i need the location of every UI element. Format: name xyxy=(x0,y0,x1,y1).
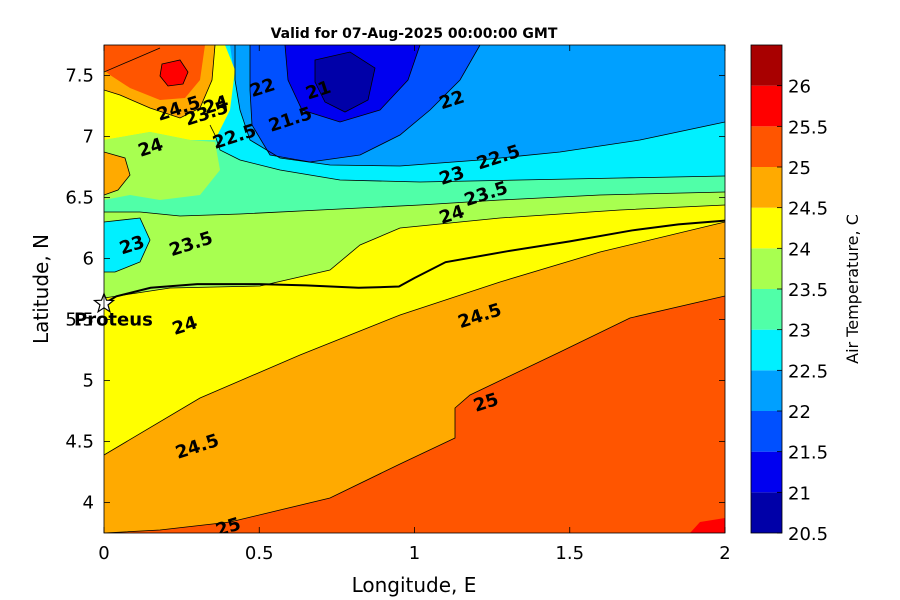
colorbar-band xyxy=(751,492,782,533)
colorbar-band xyxy=(751,329,782,371)
contour-line-west-lobe xyxy=(104,151,151,273)
colorbar-tick-label: 24.5 xyxy=(788,199,828,220)
colorbar-tick-label: 25 xyxy=(788,158,811,179)
y-axis-ticks: 4 4.5 5 5.5 6 6.5 7 7.5 xyxy=(65,66,725,514)
colorbar-tick-label: 24 xyxy=(788,239,811,260)
y-tick-label: 6.5 xyxy=(65,188,94,209)
band-22.5-23-west xyxy=(104,218,150,272)
x-axis-ticks: 0 0.5 1 1.5 2 xyxy=(98,45,731,564)
colorbar-band xyxy=(751,167,782,208)
band-23.5-24-north xyxy=(104,132,220,200)
colorbar-tick-label: 23 xyxy=(788,321,811,342)
contour-line-22.5 xyxy=(234,45,725,167)
y-tick-label: 7.5 xyxy=(65,66,94,87)
colorbar-band xyxy=(751,207,782,249)
colorbar-label: Air Temperature, C xyxy=(843,214,862,364)
colorbar-tick-label: 22 xyxy=(788,402,811,423)
x-axis-label: Longitude, E xyxy=(352,573,477,597)
y-tick-label: 6 xyxy=(83,249,94,270)
contour-line-24 xyxy=(104,204,725,299)
colorbar-ticks: 20.5 21 21.5 22 22.5 23 23.5 24 24.5 25 25.5 26 xyxy=(777,77,828,545)
colorbar-tick-label: 23.5 xyxy=(788,280,828,301)
band-25.5-26-south xyxy=(690,518,725,533)
colorbar-tick-label: 26 xyxy=(788,77,811,98)
colorbar-tick-label: 25.5 xyxy=(788,117,828,138)
y-tick-label: 5.5 xyxy=(65,310,94,331)
x-tick-label: 2 xyxy=(719,543,730,564)
colorbar-band xyxy=(751,289,782,330)
colorbar-tick-label: 21 xyxy=(788,483,811,504)
colorbar-band xyxy=(751,45,782,86)
band-25.5-26-north xyxy=(160,60,188,86)
chart-title: Valid for 07-Aug-2025 00:00:00 GMT xyxy=(271,26,558,42)
x-tick-label: 0 xyxy=(98,543,109,564)
marker-label: Proteus xyxy=(74,310,153,331)
band-24.5-25-west xyxy=(104,152,130,195)
y-tick-label: 7 xyxy=(83,127,94,148)
colorbar-band xyxy=(751,370,782,411)
x-tick-label: 1 xyxy=(409,543,420,564)
contour-line-24.5 xyxy=(104,221,725,456)
y-axis-label: Latitude, N xyxy=(29,234,53,344)
colorbar-tick-label: 22.5 xyxy=(788,361,828,382)
x-tick-label: 0.5 xyxy=(245,543,274,564)
colorbar-tick-label: 20.5 xyxy=(788,524,828,545)
colorbar-tick-label: 21.5 xyxy=(788,443,828,464)
contour-line-north-lobe xyxy=(104,45,216,119)
colorbar-band xyxy=(751,451,782,493)
y-tick-label: 4 xyxy=(83,493,94,514)
colorbar-band xyxy=(751,248,782,289)
contour-line-21 xyxy=(314,51,376,113)
plot-area: 2524.52524.52423.5232423.52322.522242221… xyxy=(104,45,725,542)
band-20.5-21 xyxy=(315,52,375,112)
band-25-25.5-north xyxy=(104,45,205,100)
contour-line-25 xyxy=(104,295,725,533)
contour-line-23 xyxy=(209,124,725,183)
colorbar-band xyxy=(751,411,782,452)
y-tick-label: 4.5 xyxy=(65,432,94,453)
colorbar xyxy=(751,45,782,533)
y-tick-label: 5 xyxy=(83,371,94,392)
colorbar-band xyxy=(751,126,782,167)
colorbar-band xyxy=(751,85,782,127)
track-line xyxy=(104,219,725,305)
contour-label: 25 xyxy=(213,514,243,542)
contour-lines xyxy=(104,45,725,533)
contour-line-21.5 xyxy=(284,45,421,123)
x-tick-label: 1.5 xyxy=(555,543,584,564)
contour-line-23.5 xyxy=(104,191,725,217)
contour-line-22 xyxy=(249,45,481,163)
